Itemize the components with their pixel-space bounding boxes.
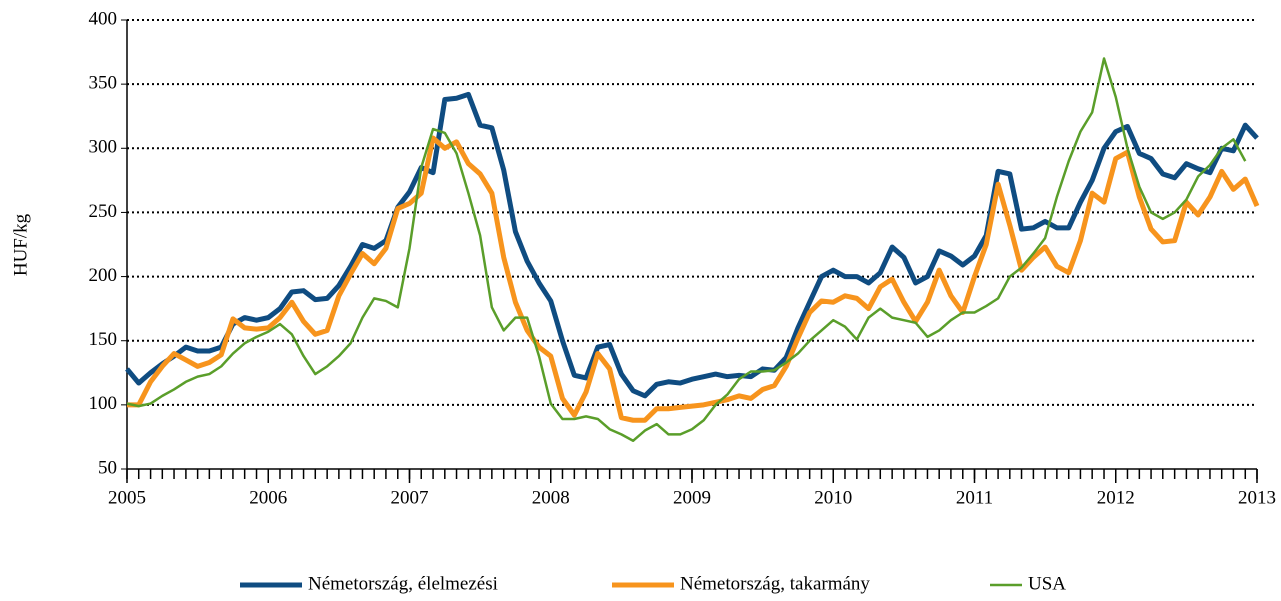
y-tick-label: 200 bbox=[89, 265, 118, 286]
y-tick-label: 50 bbox=[98, 457, 117, 478]
x-tick-label: 2009 bbox=[673, 487, 711, 508]
x-tick-label: 2013 bbox=[1238, 487, 1276, 508]
y-axis-label: HUF/kg bbox=[10, 213, 31, 276]
series-line bbox=[126, 57, 1247, 443]
x-tick-label: 2006 bbox=[249, 487, 287, 508]
y-tick-label: 150 bbox=[89, 329, 118, 350]
x-tick-label: 2012 bbox=[1097, 487, 1135, 508]
y-tick-label: 300 bbox=[89, 137, 118, 158]
x-tick-label: 2008 bbox=[532, 487, 570, 508]
y-tick-label: 350 bbox=[89, 73, 118, 94]
legend-label: USA bbox=[1028, 573, 1066, 594]
x-tick-label: 2005 bbox=[108, 487, 146, 508]
y-tick-label: 100 bbox=[89, 393, 118, 414]
y-tick-label: 250 bbox=[89, 201, 118, 222]
series-line bbox=[125, 91, 1259, 399]
x-tick-label: 2007 bbox=[391, 487, 429, 508]
x-tick-label: 2011 bbox=[956, 487, 993, 508]
legend-label: Németország, takarmány bbox=[680, 573, 870, 594]
series-line bbox=[127, 135, 1260, 423]
x-tick-label: 2010 bbox=[814, 487, 852, 508]
y-tick-label: 400 bbox=[89, 8, 118, 29]
legend-label: Németország, élelmezési bbox=[308, 573, 498, 594]
